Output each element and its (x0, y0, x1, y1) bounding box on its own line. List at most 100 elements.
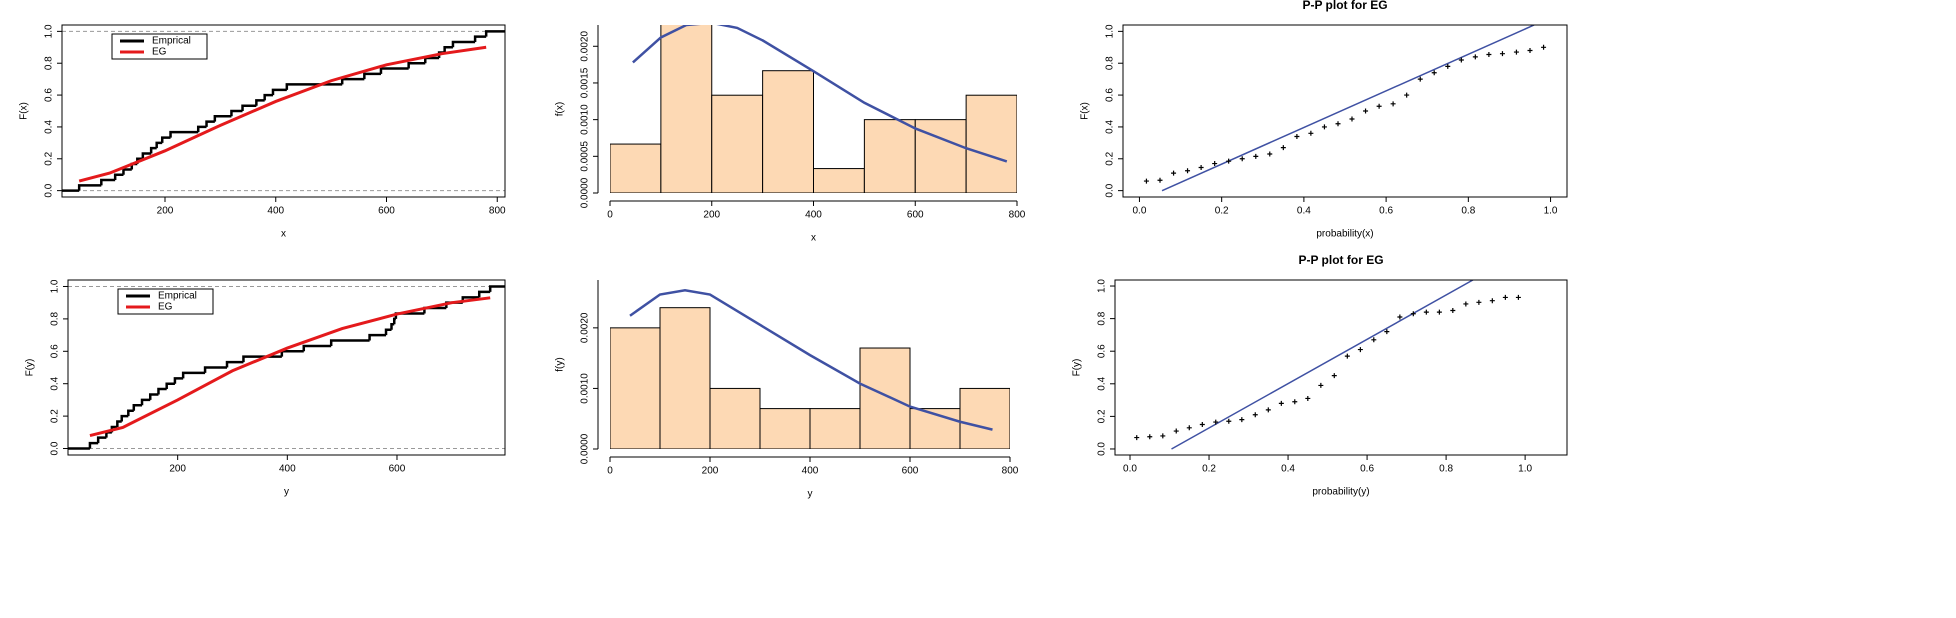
ecdf-step (477, 290, 491, 298)
x-tick-label: 0.0 (1123, 464, 1137, 475)
point (1280, 145, 1286, 151)
point (1265, 407, 1271, 413)
panel: 0.0 0.2 0.4 0.6 0.8 1.0 0.0 0.2 0.4 0.6 0.8 1.0 prob… (1080, 0, 1568, 240)
bar (711, 94, 764, 193)
ecdf-step (230, 109, 243, 117)
ecdf-step (225, 360, 244, 368)
y-axis-label: f(x) (555, 102, 566, 116)
x-tick-label: 0.2 (1215, 206, 1229, 217)
plot-area (610, 25, 1017, 193)
point (1458, 57, 1464, 63)
y-tick-label: 0.6 (1105, 88, 1116, 102)
x-tick-label: 200 (169, 464, 186, 475)
ecdf-step (132, 404, 143, 411)
point (1357, 347, 1363, 353)
ecdf-step (280, 350, 304, 357)
ecdf-step (155, 141, 163, 149)
point (1344, 353, 1350, 359)
point (1335, 121, 1341, 127)
y-tick-label: 0.8 (50, 312, 61, 326)
point (1417, 76, 1423, 82)
density-curve (632, 25, 1008, 163)
point (1463, 301, 1469, 307)
y-tick-label: 0.0015 (580, 67, 591, 98)
y-axis-label: F(x) (19, 102, 30, 120)
ecdf-step (181, 371, 206, 379)
plot-area (610, 289, 1010, 449)
x-tick-label: 1.0 (1544, 206, 1558, 217)
x-tick-label: 600 (378, 206, 395, 217)
chart-title: P-P plot for EG (1298, 253, 1383, 267)
point (1436, 309, 1442, 315)
ecdf-step (148, 393, 159, 400)
y-tick-label: 0.4 (1105, 120, 1116, 134)
point (1423, 309, 1429, 315)
bar (759, 408, 811, 449)
point (1292, 399, 1298, 405)
y-tick-label: 0.0 (1097, 442, 1108, 456)
point (1499, 51, 1505, 57)
point (1513, 49, 1519, 55)
x-axis-label: x (281, 229, 286, 240)
bar (610, 327, 661, 449)
ecdf-step (105, 431, 112, 438)
point (1445, 63, 1451, 69)
ecdf-step (488, 285, 505, 292)
ecdf-step (160, 136, 171, 143)
ecdf-step (473, 35, 487, 43)
ecdf-step (241, 104, 257, 111)
y-axis-label: F(y) (1072, 359, 1083, 377)
point (1239, 417, 1245, 423)
y-axis-label: F(x) (1080, 102, 1091, 120)
ecdf-step (205, 120, 215, 127)
cdf-line (89, 296, 491, 438)
ecdf-step (173, 377, 184, 384)
bar (965, 94, 1017, 193)
bar (863, 119, 916, 193)
y-tick-label: 1.0 (50, 279, 61, 293)
legend-label: EG (152, 47, 167, 58)
plot-area (1143, 25, 1547, 192)
point (1431, 70, 1437, 76)
ecdf-step (302, 344, 332, 352)
ecdf-step (424, 56, 440, 64)
ecdf-step (213, 115, 232, 122)
x-tick-label: 600 (902, 466, 919, 477)
ecdf-step (88, 441, 99, 449)
point (1226, 158, 1232, 164)
x-tick-label: 0.8 (1461, 206, 1475, 217)
y-tick-label: 1.0 (1097, 279, 1108, 293)
point (1527, 47, 1533, 53)
panel: 200 400 600 800 0.0 0.2 0.4 0.6 0.8 1.0 x F(x) Empri… (19, 24, 506, 240)
point (1213, 419, 1219, 425)
bar (809, 408, 861, 449)
point (1371, 337, 1377, 343)
x-tick-label: 400 (279, 464, 296, 475)
plot-box (61, 24, 506, 198)
bar (859, 347, 911, 449)
y-tick-label: 1.0 (44, 24, 55, 38)
x-tick-label: 200 (702, 466, 719, 477)
point (1294, 133, 1300, 139)
plot-box (1114, 279, 1568, 456)
x-tick-label: 200 (703, 210, 720, 221)
reference-line (1171, 280, 1475, 450)
x-axis-label: probability(y) (1312, 487, 1369, 498)
point (1160, 433, 1166, 439)
y-tick-label: 0.2 (44, 151, 55, 165)
point (1472, 54, 1478, 60)
point (1390, 101, 1396, 107)
point (1186, 425, 1192, 431)
y-tick-label: 0.0000 (580, 177, 591, 208)
y-tick-label: 0.6 (1097, 344, 1108, 358)
plot-area (62, 30, 505, 192)
point (1384, 329, 1390, 335)
point (1147, 434, 1153, 440)
x-tick-label: 0.8 (1439, 464, 1453, 475)
y-tick-label: 0.6 (44, 88, 55, 102)
x-tick-label: 400 (267, 206, 284, 217)
ecdf-step (113, 173, 124, 180)
plot-area (1134, 280, 1521, 450)
point (1267, 151, 1273, 157)
ecdf-step (169, 130, 199, 138)
